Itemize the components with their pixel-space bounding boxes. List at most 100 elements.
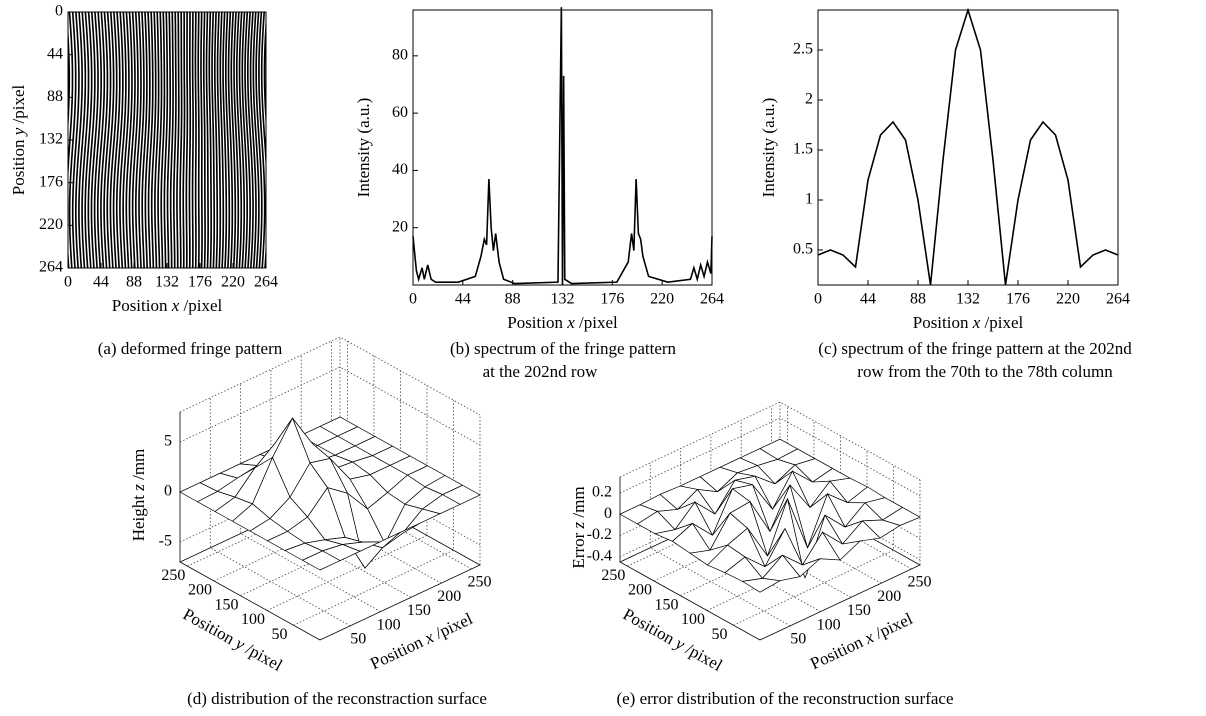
surface-patch (743, 578, 781, 592)
x-tick-label: 44 (455, 291, 471, 308)
y-tick-label: 80 (392, 47, 408, 64)
plot-frame (818, 10, 1118, 285)
y-tick-label: 0 (55, 3, 63, 20)
z-tick-label: -0.4 (587, 547, 612, 564)
plot-4: 5010015020025050100150200250-0.4-0.200.2… (569, 402, 932, 675)
surface (620, 439, 920, 592)
y-tick-label: 0.5 (793, 241, 813, 258)
caption: (e) error distribution of the reconstruc… (616, 689, 953, 708)
plot-3: 5010015020025050100150200250-505Position… (129, 337, 492, 675)
fringe (195, 12, 196, 268)
x-tick-label: 220 (650, 291, 674, 308)
x-tick-label: 176 (600, 291, 624, 308)
plot-1: 0 44 88 132 176 220 264 20 40 60 80 Position x /pix… (354, 7, 724, 332)
x-tick-label: 88 (910, 291, 926, 308)
y-tick-label: 220 (39, 216, 63, 233)
y-tick-label: 44 (47, 45, 63, 62)
y-axis-label: Position y /pixel (9, 84, 28, 195)
y-axis-label: Position y /pixel (620, 604, 726, 675)
x-tick-label: 150 (847, 602, 871, 619)
x-axis-label: Position x /pixel (112, 296, 223, 315)
x-tick-label: 220 (1056, 291, 1080, 308)
caption: row from the 70th to the 78th column (857, 362, 1113, 381)
y-tick-label: 40 (392, 161, 408, 178)
z-tick-label: 5 (164, 433, 172, 450)
x-tick-label: 264 (1106, 291, 1130, 308)
y-tick-label: 250 (601, 567, 625, 584)
x-tick-label: 100 (377, 616, 401, 633)
caption: (a) deformed fringe pattern (98, 339, 283, 358)
x-tick-label: 0 (409, 291, 417, 308)
fringe (198, 12, 199, 268)
y-tick-label: 1 (805, 191, 813, 208)
plot-2: 0 44 88 132 176 220 264 0.5 1 1.5 2 2.5 Position x /… (759, 10, 1130, 332)
x-axis-label: Position x /pixel (507, 313, 618, 332)
x-tick-label: 132 (956, 291, 980, 308)
y-axis-label: Position y /pixel (180, 604, 286, 675)
y-tick-label: 100 (241, 611, 265, 628)
y-tick-label: 60 (392, 104, 408, 121)
y-tick-label: 250 (161, 567, 185, 584)
x-tick-label: 88 (505, 291, 521, 308)
z-tick-label: 0 (604, 505, 612, 522)
figure: 0448813217622026404488132176220264Positi… (0, 0, 1206, 716)
fringe (186, 12, 187, 268)
y-tick-label: 200 (628, 582, 652, 599)
x-tick-label: 176 (1006, 291, 1030, 308)
y-axis-label: Intensity (a.u.) (759, 98, 778, 198)
fringe (193, 12, 194, 268)
x-tick-label: 176 (188, 274, 212, 291)
x-tick-label: 132 (551, 291, 575, 308)
y-axis-label: Intensity (a.u.) (354, 98, 373, 198)
y-tick-label: 150 (654, 596, 678, 613)
y-tick-label: 50 (271, 626, 287, 643)
z-tick-label: 0.2 (592, 484, 612, 501)
y-tick-label: 88 (47, 88, 63, 105)
z-axis-label: Height z /mm (129, 449, 148, 542)
x-tick-label: 150 (407, 602, 431, 619)
x-tick-label: 44 (860, 291, 876, 308)
caption: at the 202nd row (483, 362, 598, 381)
x-tick-label: 200 (877, 588, 901, 605)
fringe (270, 12, 276, 268)
caption: (d) distribution of the reconstraction s… (187, 689, 487, 708)
caption: (b) spectrum of the fringe pattern (450, 339, 677, 358)
surface (180, 417, 480, 570)
z-tick-label: -0.2 (587, 526, 612, 543)
x-tick-label: 44 (93, 274, 109, 291)
y-tick-label: 2.5 (793, 41, 813, 58)
x-tick-label: 0 (814, 291, 822, 308)
y-tick-label: 50 (711, 626, 727, 643)
x-tick-label: 0 (64, 274, 72, 291)
x-tick-label: 250 (468, 574, 492, 591)
y-tick-label: 1.5 (793, 141, 813, 158)
x-tick-label: 88 (126, 274, 142, 291)
y-tick-label: 176 (39, 173, 63, 190)
x-tick-label: 50 (350, 630, 366, 647)
fringe (183, 12, 184, 268)
x-axis-label: Position x /pixel (913, 313, 1024, 332)
x-tick-label: 250 (908, 574, 932, 591)
y-tick-label: 132 (39, 131, 63, 148)
y-tick-label: 264 (39, 259, 63, 276)
y-tick-label: 100 (681, 611, 705, 628)
z-tick-label: 0 (164, 483, 172, 500)
spectrum-line (413, 7, 712, 285)
y-tick-label: 20 (392, 218, 408, 235)
fringe (189, 12, 190, 268)
z-tick-label: -5 (159, 533, 172, 550)
y-tick-label: 2 (805, 91, 813, 108)
fringe (267, 12, 273, 268)
x-tick-label: 220 (221, 274, 245, 291)
x-tick-label: 264 (254, 274, 278, 291)
caption: (c) spectrum of the fringe pattern at th… (818, 339, 1132, 358)
y-tick-label: 150 (214, 596, 238, 613)
x-tick-label: 50 (790, 630, 806, 647)
y-tick-label: 200 (188, 582, 212, 599)
x-tick-label: 200 (437, 588, 461, 605)
spectrum-line (818, 10, 1118, 285)
z-axis-label: Error z /mm (569, 486, 588, 568)
x-tick-label: 264 (700, 291, 724, 308)
x-tick-label: 100 (817, 616, 841, 633)
